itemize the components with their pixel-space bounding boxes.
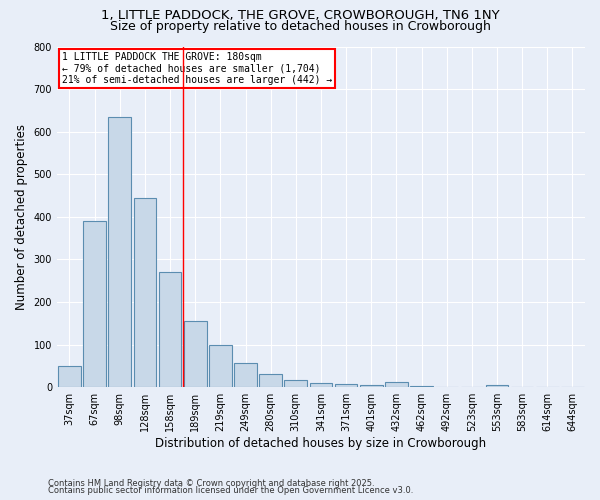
Bar (259, 374, 282, 387)
Bar (234, 363, 257, 387)
X-axis label: Distribution of detached houses by size in Crowborough: Distribution of detached houses by size … (155, 437, 487, 450)
Text: 1, LITTLE PADDOCK, THE GROVE, CROWBOROUGH, TN6 1NY: 1, LITTLE PADDOCK, THE GROVE, CROWBOROUG… (101, 9, 499, 22)
Bar (58, 366, 81, 387)
Bar (310, 383, 332, 387)
Bar (385, 382, 408, 387)
Bar (335, 384, 358, 387)
Bar (209, 344, 232, 387)
Text: Contains HM Land Registry data © Crown copyright and database right 2025.: Contains HM Land Registry data © Crown c… (48, 478, 374, 488)
Bar (159, 272, 181, 387)
Bar (134, 198, 156, 387)
Bar (83, 221, 106, 387)
Bar (410, 386, 433, 387)
Bar (284, 380, 307, 387)
Text: Size of property relative to detached houses in Crowborough: Size of property relative to detached ho… (110, 20, 490, 33)
Bar (109, 117, 131, 387)
Y-axis label: Number of detached properties: Number of detached properties (15, 124, 28, 310)
Text: 1 LITTLE PADDOCK THE GROVE: 180sqm
← 79% of detached houses are smaller (1,704)
: 1 LITTLE PADDOCK THE GROVE: 180sqm ← 79%… (62, 52, 332, 85)
Text: Contains public sector information licensed under the Open Government Licence v3: Contains public sector information licen… (48, 486, 413, 495)
Bar (184, 321, 206, 387)
Bar (360, 385, 383, 387)
Bar (485, 385, 508, 387)
